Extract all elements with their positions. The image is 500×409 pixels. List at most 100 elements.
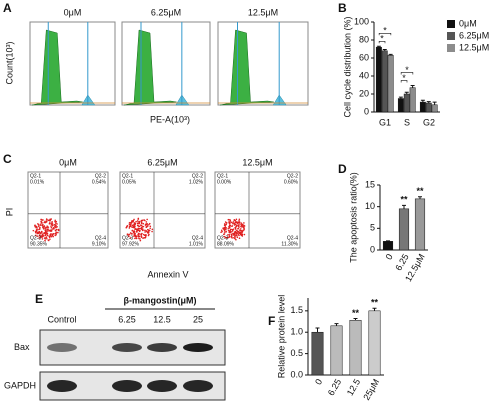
event-dot: [223, 224, 226, 227]
event-dot: [238, 218, 241, 221]
event-dot: [144, 231, 146, 233]
y-tick-label: 80: [359, 34, 369, 44]
event-dot: [54, 220, 56, 223]
event-dot: [43, 237, 46, 239]
legend-label: 12.5μM: [459, 42, 489, 52]
event-dot: [48, 219, 50, 222]
bar: [419, 101, 426, 113]
x-tick-label: 25μM: [361, 377, 381, 402]
event-dot: [227, 227, 230, 230]
event-dot: [235, 234, 237, 237]
event-dot: [135, 220, 137, 223]
event-dot: [241, 226, 243, 228]
event-dot: [140, 224, 143, 227]
event-dot: [223, 235, 226, 238]
event-dot: [56, 225, 58, 228]
event-dot: [35, 232, 37, 234]
protein-label: Bax: [14, 342, 30, 352]
event-dot: [43, 226, 46, 228]
y-axis-label: Relative protein level: [276, 295, 286, 379]
event-dot: [46, 237, 48, 240]
legend-label: 0μM: [459, 18, 477, 28]
event-dot: [132, 221, 134, 223]
y-tick-label: 1.5: [290, 305, 303, 315]
x-tick-label: 6.25: [326, 377, 343, 397]
legend-swatch: [447, 44, 455, 52]
x-axis-label: PE-A(10³): [150, 114, 190, 124]
lane-label: 12.5: [153, 314, 171, 324]
event-dot: [140, 221, 143, 224]
panel-label: E: [35, 292, 43, 306]
event-dot: [55, 220, 58, 223]
error-bar: [315, 327, 320, 333]
event-dot: [147, 225, 149, 227]
y-tick-label: 0: [370, 244, 375, 254]
significance-bracket: [400, 80, 408, 83]
event-dot: [46, 218, 48, 221]
event-dot: [36, 235, 39, 237]
event-dot: [47, 229, 49, 231]
quadrant-name: Q2-3: [217, 235, 228, 241]
event-dot: [50, 226, 53, 229]
event-dot: [233, 233, 236, 236]
quadrant-name: Q2-4: [95, 235, 106, 241]
event-dot: [241, 224, 243, 227]
event-dot: [134, 228, 136, 230]
event-dot: [38, 224, 40, 227]
event-dot: [47, 239, 50, 241]
bar: [414, 198, 426, 251]
blot-band: [47, 380, 77, 392]
event-dot: [138, 230, 141, 233]
event-dot: [38, 234, 41, 236]
error-bar: [418, 196, 422, 199]
event-dot: [236, 236, 239, 239]
event-dot: [135, 235, 137, 237]
event-dot: [142, 237, 144, 239]
event-dot: [35, 229, 38, 231]
event-dot: [234, 237, 236, 240]
event-dot: [225, 228, 227, 231]
quadrant-name: Q2-2: [287, 173, 298, 179]
event-dot: [37, 228, 39, 231]
event-dot: [34, 224, 36, 227]
event-dot: [36, 227, 38, 229]
event-dot: [223, 226, 226, 229]
y-tick-label: 0: [364, 106, 369, 116]
event-dot: [147, 230, 150, 232]
event-dot: [143, 219, 145, 221]
event-dot: [237, 227, 240, 230]
event-dot: [230, 230, 233, 233]
bar: [349, 319, 362, 376]
event-dot: [145, 234, 147, 236]
event-dot: [236, 232, 238, 235]
event-dot: [57, 228, 60, 231]
event-dot: [145, 221, 148, 223]
event-dot: [42, 223, 44, 226]
event-dot: [133, 230, 136, 232]
event-dot: [228, 224, 231, 227]
event-dot: [42, 219, 44, 221]
bar: [311, 331, 324, 376]
event-dot: [241, 234, 243, 236]
event-dot: [38, 228, 41, 231]
event-dot: [235, 225, 238, 228]
event-dot: [136, 222, 139, 225]
event-dot: [45, 236, 48, 238]
event-dot: [34, 225, 36, 228]
event-dot: [52, 233, 54, 235]
event-dot: [50, 223, 52, 225]
event-dot: [133, 225, 135, 228]
event-dot: [53, 227, 55, 230]
event-dot: [36, 232, 39, 234]
event-dot: [128, 233, 131, 236]
event-dot: [151, 230, 153, 233]
event-dot: [225, 231, 227, 233]
x-tick-label: G2: [423, 117, 435, 127]
event-dot: [50, 225, 52, 227]
error-bar: [402, 204, 406, 209]
event-dot: [140, 236, 143, 239]
legend-swatch: [447, 32, 455, 40]
quadrant-percent: 88.09%: [217, 241, 235, 247]
event-dot: [223, 231, 226, 233]
